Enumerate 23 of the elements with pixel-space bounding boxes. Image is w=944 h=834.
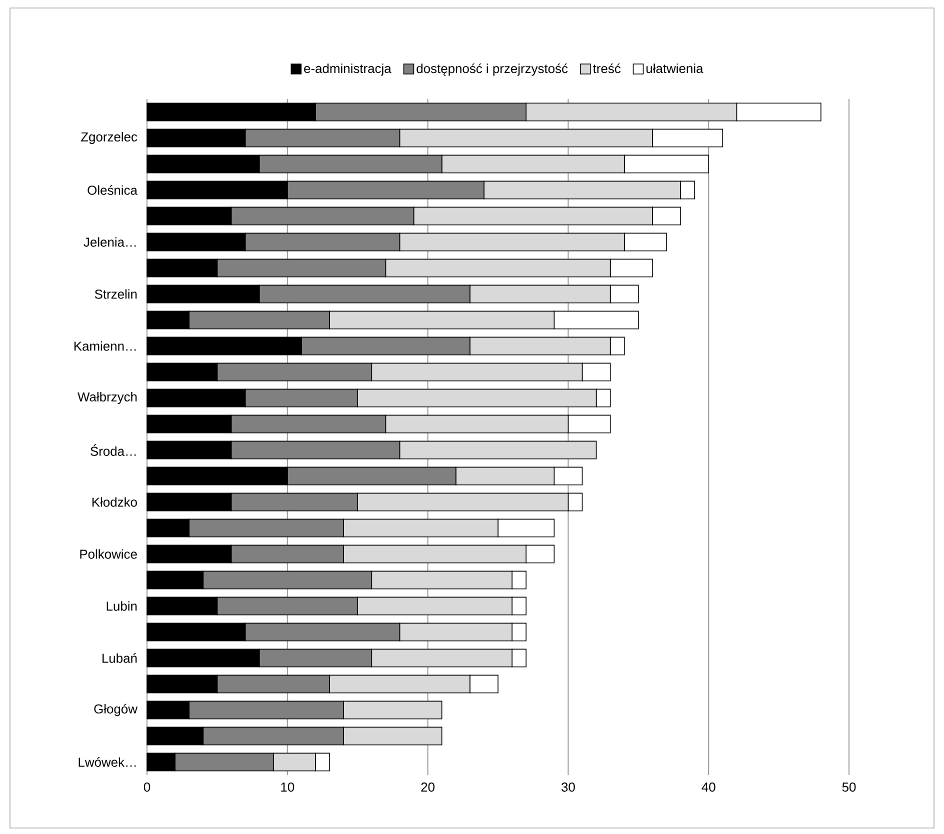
y-tick-label: Lwówek… (78, 757, 136, 767)
y-tick-label: Wałbrzych (78, 392, 137, 404)
y-tick-label: Środa… (90, 444, 136, 456)
y-tick-label: Zgorzelec (81, 132, 138, 144)
legend-label: dostępność i przejrzystość (416, 64, 568, 76)
y-tick-label: Kamienn… (74, 341, 136, 351)
legend-label: ułatwienia (646, 64, 704, 74)
x-tick-label: 10 (281, 782, 294, 792)
legend-label: e-administracja (304, 64, 392, 76)
y-tick-label: Lubań (102, 653, 137, 663)
x-tick-label: 20 (421, 782, 435, 792)
y-tick-label: Kłodzko (92, 497, 137, 507)
y-tick-label: Oleśnica (88, 185, 138, 195)
x-tick-label: 30 (562, 782, 575, 792)
y-tick-label: Polkowice (80, 549, 137, 559)
x-tick-label: 50 (842, 782, 856, 792)
x-tick-label: 40 (702, 782, 716, 792)
legend-label: treść (593, 64, 621, 74)
y-tick-label: Jelenia… (84, 237, 136, 247)
x-tick-label: 0 (144, 782, 150, 792)
y-tick-label: Głogów (94, 704, 138, 716)
y-tick-label: Strzelin (94, 289, 137, 299)
y-tick-label: Lubin (106, 601, 137, 611)
